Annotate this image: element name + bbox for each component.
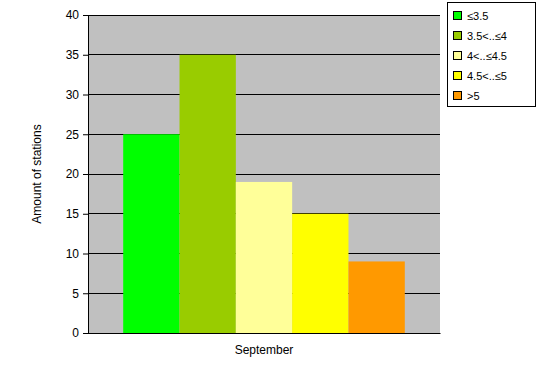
legend-swatch (454, 12, 462, 20)
legend-item: 4<..≤4.5 (454, 50, 507, 62)
axis-line (89, 333, 441, 334)
tick: 30 (66, 88, 88, 102)
legend-item: 3.5<..≤4 (454, 30, 507, 42)
tick-mark (83, 15, 88, 16)
tick-label: 5 (72, 287, 79, 301)
bar (180, 55, 236, 333)
tick-label: 15 (66, 207, 80, 221)
bar (236, 182, 292, 333)
y-axis-title: Amount of stations (30, 124, 44, 223)
tick: 5 (72, 287, 88, 301)
legend-item: >5 (454, 90, 480, 102)
legend-swatch (454, 92, 462, 100)
legend-label: ≤3.5 (467, 10, 488, 22)
legend-swatch (454, 52, 462, 60)
plot: 0 5 10 15 20 25 30 35 40 September (66, 8, 441, 356)
tick-mark (83, 254, 88, 255)
grid (88, 15, 440, 333)
tick: 15 (66, 207, 88, 221)
grid-line (88, 54, 440, 55)
tick-label: September (235, 343, 294, 357)
plot-background (88, 15, 440, 333)
tick: 20 (66, 167, 88, 181)
tick-mark (83, 174, 88, 175)
axis-line (83, 16, 89, 334)
legend-label: 4<..≤4.5 (467, 50, 507, 62)
legend-label: 4.5<..≤5 (467, 70, 507, 82)
tick-label: 10 (66, 247, 80, 261)
tick: 0 (72, 326, 88, 340)
tick-mark (83, 333, 88, 334)
x-axis: September (89, 333, 441, 357)
tick-mark (83, 95, 88, 96)
tick-mark (83, 55, 88, 56)
legend-item: ≤3.5 (454, 10, 489, 22)
bar (292, 214, 348, 333)
tick: 25 (66, 128, 88, 142)
tick-label: 40 (66, 8, 80, 22)
tick-label: 30 (66, 88, 80, 102)
tick-mark (83, 134, 88, 135)
tick-mark (83, 293, 88, 294)
tick-label: 35 (66, 48, 80, 62)
tick: 35 (66, 48, 88, 62)
chart: 0 5 10 15 20 25 30 35 40 September Amount of stati… (0, 0, 538, 369)
legend-box (448, 3, 536, 107)
grid-line (88, 15, 440, 16)
y-axis: 0 5 10 15 20 25 30 35 40 (66, 8, 89, 340)
tick: September (235, 333, 294, 357)
legend-label: >5 (467, 90, 480, 102)
tick-mark (83, 214, 88, 215)
tick: 10 (66, 247, 88, 261)
tick-label: 25 (66, 128, 80, 142)
legend-swatch (454, 72, 462, 80)
tick-label: 0 (72, 326, 79, 340)
bar (123, 134, 179, 333)
tick: 40 (66, 8, 88, 22)
legend: ≤3.5 3.5<..≤4 4<..≤4.5 4.5<..≤5 >5 (448, 3, 536, 107)
legend-label: 3.5<..≤4 (467, 30, 507, 42)
grid-line (88, 94, 440, 95)
legend-swatch (454, 32, 462, 40)
bar (348, 261, 404, 333)
bars (123, 55, 405, 333)
tick-label: 20 (66, 167, 80, 181)
legend-item: 4.5<..≤5 (454, 70, 507, 82)
